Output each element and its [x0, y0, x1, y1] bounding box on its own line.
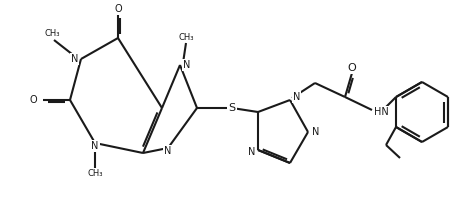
Text: O: O — [348, 63, 357, 73]
Text: S: S — [228, 103, 236, 113]
Text: N: N — [71, 54, 78, 64]
Text: CH₃: CH₃ — [44, 29, 60, 39]
Text: O: O — [29, 95, 37, 105]
Text: N: N — [91, 141, 99, 151]
Text: N: N — [312, 127, 319, 137]
Text: CH₃: CH₃ — [178, 33, 194, 41]
Text: N: N — [164, 146, 172, 156]
Text: HN: HN — [374, 107, 389, 117]
Text: N: N — [248, 147, 255, 157]
Text: N: N — [293, 92, 300, 102]
Text: O: O — [114, 4, 122, 14]
Text: N: N — [183, 60, 190, 70]
Text: CH₃: CH₃ — [87, 169, 103, 178]
